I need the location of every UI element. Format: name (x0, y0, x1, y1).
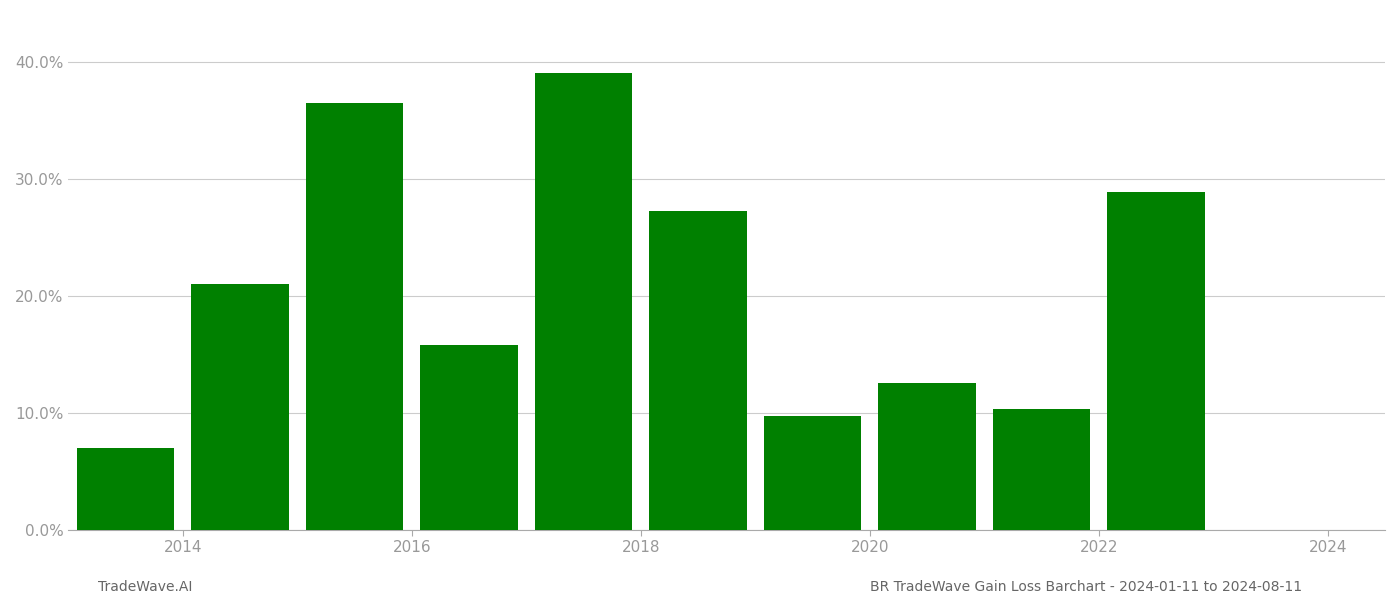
Bar (535, 73, 633, 530)
Bar (307, 103, 403, 530)
Bar (1107, 191, 1204, 530)
Bar (764, 416, 861, 530)
Bar (77, 448, 174, 530)
Bar (993, 409, 1091, 530)
Bar (650, 211, 746, 530)
Text: TradeWave.AI: TradeWave.AI (98, 580, 192, 594)
Bar (192, 284, 288, 530)
Text: BR TradeWave Gain Loss Barchart - 2024-01-11 to 2024-08-11: BR TradeWave Gain Loss Barchart - 2024-0… (869, 580, 1302, 594)
Bar (420, 345, 518, 530)
Bar (878, 383, 976, 530)
